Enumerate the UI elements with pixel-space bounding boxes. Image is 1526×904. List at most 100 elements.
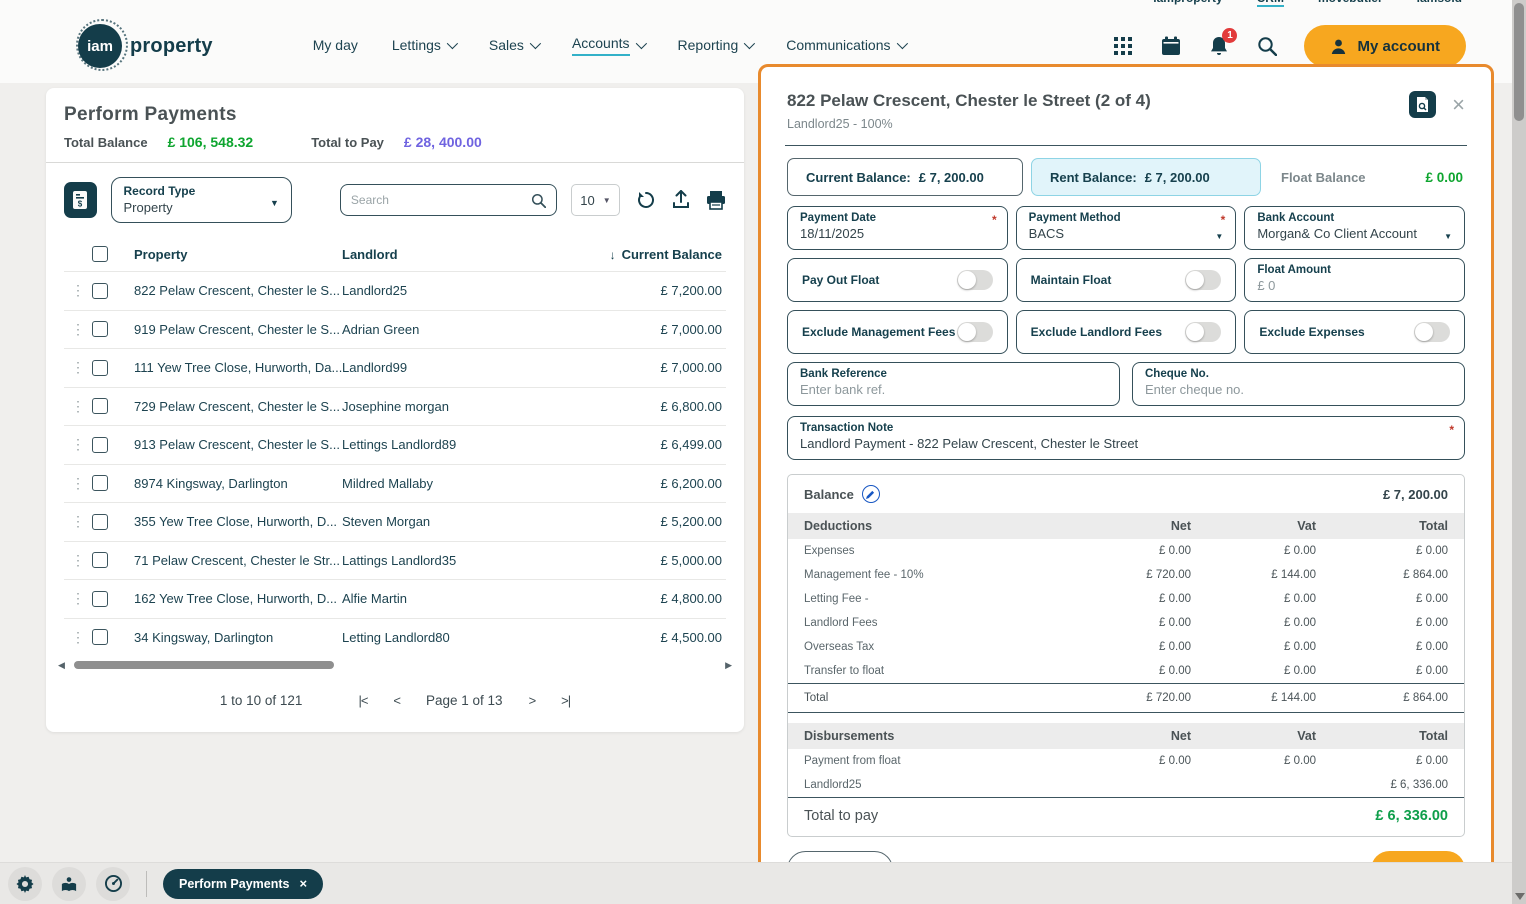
bank-reference-input[interactable]: Enter bank ref. <box>800 382 1107 397</box>
rent-balance-chip[interactable]: Rent Balance: £ 7, 200.00 <box>1031 158 1261 196</box>
table-row[interactable]: ⋮355 Yew Tree Close, Hurworth, D...Steve… <box>64 502 726 541</box>
bank-account-select[interactable]: Bank Account Morgan& Co Client Account ▼ <box>1244 206 1465 250</box>
exclude-management-fees-toggle[interactable] <box>957 322 993 342</box>
prev-page-button[interactable]: < <box>393 693 400 708</box>
close-tab-icon[interactable]: × <box>299 876 307 891</box>
last-page-button[interactable]: >| <box>561 693 570 708</box>
row-menu-icon[interactable]: ⋮ <box>64 590 92 607</box>
row-checkbox[interactable] <box>92 437 108 453</box>
scroll-left-icon[interactable]: ◀ <box>58 660 70 671</box>
nav-item-communications[interactable]: Communications <box>786 37 904 55</box>
settings-gear-icon[interactable] <box>8 867 42 901</box>
scroll-right-icon[interactable]: ▶ <box>720 660 732 671</box>
hscroll-thumb[interactable] <box>74 661 334 669</box>
row-property[interactable]: 162 Yew Tree Close, Hurworth, D... <box>134 591 342 606</box>
open-tab-perform-payments[interactable]: Perform Payments × <box>163 869 323 899</box>
calendar-icon[interactable] <box>1160 35 1182 57</box>
product-movebutler[interactable]: movebutler <box>1318 0 1383 7</box>
dashboard-gauge-icon[interactable] <box>96 867 130 901</box>
row-checkbox[interactable] <box>92 629 108 645</box>
nav-item-reporting[interactable]: Reporting <box>678 37 753 55</box>
payment-date-field[interactable]: Payment Date 18/11/2025 * <box>787 206 1008 250</box>
edit-balance-icon[interactable] <box>862 485 880 503</box>
row-property[interactable]: 8974 Kingsway, Darlington <box>134 476 342 491</box>
page-size-select[interactable]: 10 ▼ <box>571 184 620 216</box>
row-menu-icon[interactable]: ⋮ <box>64 398 92 415</box>
my-account-button[interactable]: My account <box>1304 25 1466 67</box>
exclude-landlord-fees-toggle[interactable] <box>1185 322 1221 342</box>
nav-item-accounts[interactable]: Accounts <box>572 35 644 58</box>
table-row[interactable]: ⋮822 Pelaw Crescent, Chester le S...Land… <box>64 271 726 310</box>
row-checkbox[interactable] <box>92 398 108 414</box>
table-row[interactable]: ⋮919 Pelaw Crescent, Chester le S...Adri… <box>64 310 726 349</box>
row-menu-icon[interactable]: ⋮ <box>64 513 92 530</box>
payment-date-value[interactable]: 18/11/2025 <box>800 226 995 241</box>
vertical-scrollbar[interactable] <box>1512 0 1526 904</box>
row-checkbox[interactable] <box>92 591 108 607</box>
table-row[interactable]: ⋮729 Pelaw Crescent, Chester le S...Jose… <box>64 387 726 426</box>
row-menu-icon[interactable]: ⋮ <box>64 552 92 569</box>
search-input[interactable] <box>351 193 531 207</box>
row-property[interactable]: 919 Pelaw Crescent, Chester le S... <box>134 322 342 337</box>
notifications-bell-icon[interactable]: 1 <box>1208 35 1230 57</box>
next-page-button[interactable]: > <box>529 693 536 708</box>
export-icon[interactable] <box>672 190 690 210</box>
col-landlord[interactable]: Landlord <box>342 247 538 262</box>
record-type-select[interactable]: Record Type Property ▼ <box>111 177 292 223</box>
print-icon[interactable] <box>706 190 726 210</box>
row-property[interactable]: 729 Pelaw Crescent, Chester le S... <box>134 399 342 414</box>
float-amount-field[interactable]: Float Amount £ 0 <box>1244 258 1465 302</box>
row-menu-icon[interactable]: ⋮ <box>64 629 92 646</box>
cheque-no-field[interactable]: Cheque No. Enter cheque no. <box>1132 362 1465 406</box>
select-all-checkbox[interactable] <box>92 246 108 262</box>
row-menu-icon[interactable]: ⋮ <box>64 475 92 492</box>
col-property[interactable]: Property <box>134 247 342 262</box>
row-property[interactable]: 355 Yew Tree Close, Hurworth, D... <box>134 514 342 529</box>
row-checkbox[interactable] <box>92 321 108 337</box>
scroll-down-icon[interactable] <box>1515 893 1525 900</box>
cheque-no-input[interactable]: Enter cheque no. <box>1145 382 1452 397</box>
row-menu-icon[interactable]: ⋮ <box>64 436 92 453</box>
row-property[interactable]: 822 Pelaw Crescent, Chester le S... <box>134 283 342 298</box>
row-menu-icon[interactable]: ⋮ <box>64 321 92 338</box>
transaction-note-value[interactable]: Landlord Payment - 822 Pelaw Crescent, C… <box>800 436 1452 451</box>
payment-method-select[interactable]: Payment Method BACS * ▼ <box>1016 206 1237 250</box>
col-current-balance[interactable]: ↓Current Balance <box>538 247 726 262</box>
first-page-button[interactable]: |< <box>358 693 367 708</box>
apps-grid-icon[interactable] <box>1112 35 1134 57</box>
product-crm[interactable]: CRM <box>1257 0 1284 7</box>
exclude-expenses-toggle[interactable] <box>1414 322 1450 342</box>
search-icon[interactable] <box>1256 35 1278 57</box>
row-menu-icon[interactable]: ⋮ <box>64 359 92 376</box>
product-iamsold[interactable]: iamsold <box>1417 0 1462 7</box>
row-checkbox[interactable] <box>92 283 108 299</box>
nav-item-lettings[interactable]: Lettings <box>392 37 455 55</box>
table-row[interactable]: ⋮71 Pelaw Crescent, Chester le Str...Lat… <box>64 541 726 580</box>
table-row[interactable]: ⋮913 Pelaw Crescent, Chester le S...Lett… <box>64 425 726 464</box>
table-row[interactable]: ⋮162 Yew Tree Close, Hurworth, D...Alfie… <box>64 579 726 618</box>
pay-out-float-toggle[interactable] <box>957 270 993 290</box>
brand-logo[interactable]: iam property <box>78 24 213 68</box>
learning-icon[interactable] <box>52 867 86 901</box>
refresh-icon[interactable] <box>636 190 656 210</box>
nav-item-my-day[interactable]: My day <box>313 37 358 55</box>
row-property[interactable]: 71 Pelaw Crescent, Chester le Str... <box>134 553 342 568</box>
maintain-float-toggle[interactable] <box>1185 270 1221 290</box>
row-property[interactable]: 111 Yew Tree Close, Hurworth, Da... <box>134 360 342 375</box>
close-icon[interactable]: × <box>1452 94 1465 116</box>
row-checkbox[interactable] <box>92 552 108 568</box>
search-icon[interactable] <box>531 193 546 208</box>
row-checkbox[interactable] <box>92 514 108 530</box>
bank-reference-field[interactable]: Bank Reference Enter bank ref. <box>787 362 1120 406</box>
row-menu-icon[interactable]: ⋮ <box>64 282 92 299</box>
table-row[interactable]: ⋮34 Kingsway, DarlingtonLetting Landlord… <box>64 618 726 657</box>
table-row[interactable]: ⋮8974 Kingsway, DarlingtonMildred Mallab… <box>64 464 726 503</box>
row-property[interactable]: 34 Kingsway, Darlington <box>134 630 342 645</box>
nav-item-sales[interactable]: Sales <box>489 37 538 55</box>
row-checkbox[interactable] <box>92 475 108 491</box>
vscroll-thumb[interactable] <box>1514 3 1524 121</box>
transaction-note-field[interactable]: Transaction Note Landlord Payment - 822 … <box>787 416 1465 460</box>
table-row[interactable]: ⋮111 Yew Tree Close, Hurworth, Da...Land… <box>64 348 726 387</box>
row-checkbox[interactable] <box>92 360 108 376</box>
product-iamproperty[interactable]: iamproperty <box>1153 0 1222 7</box>
